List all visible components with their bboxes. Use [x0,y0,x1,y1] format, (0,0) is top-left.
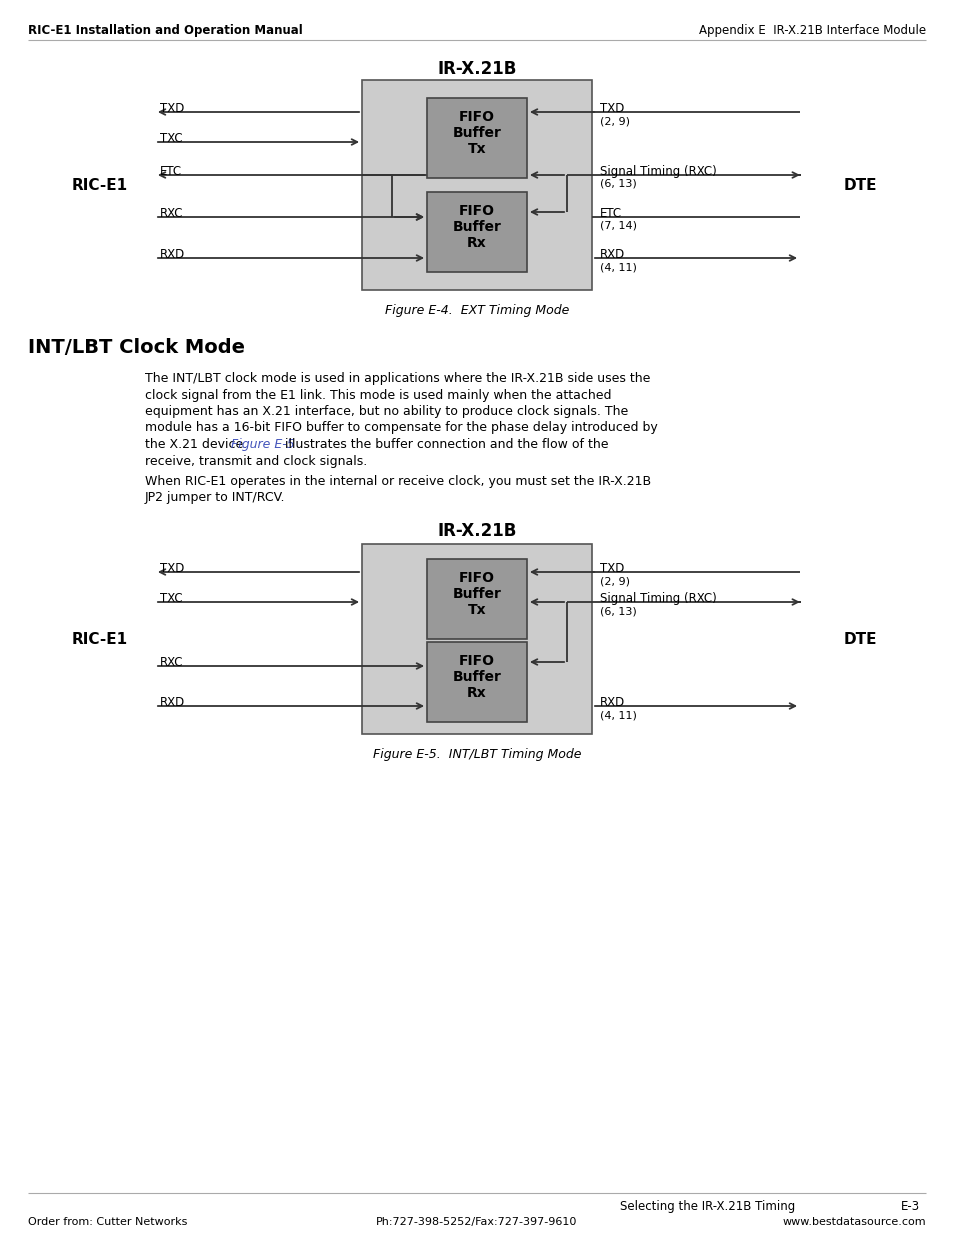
Text: TXD: TXD [599,562,623,576]
Text: TXC: TXC [160,132,182,144]
Text: ETC: ETC [160,165,182,178]
Text: Appendix E  IR-X.21B Interface Module: Appendix E IR-X.21B Interface Module [699,23,925,37]
Text: FIFO: FIFO [458,110,495,124]
Text: RIC-E1 Installation and Operation Manual: RIC-E1 Installation and Operation Manual [28,23,302,37]
Text: Ph:727-398-5252/Fax:727-397-9610: Ph:727-398-5252/Fax:727-397-9610 [375,1216,578,1228]
Text: Rx: Rx [467,685,486,700]
Bar [427,98,526,178]
Text: IR-X.21B: IR-X.21B [436,522,517,540]
Text: Figure E-5: Figure E-5 [231,438,294,451]
Bar [427,191,526,272]
Text: RXD: RXD [599,697,624,709]
Text: Order from: Cutter Networks: Order from: Cutter Networks [28,1216,187,1228]
Text: FIFO: FIFO [458,571,495,585]
Text: RXD: RXD [599,248,624,261]
Text: clock signal from the E1 link. This mode is used mainly when the attached: clock signal from the E1 link. This mode… [145,389,611,401]
Text: DTE: DTE [842,631,876,646]
Text: www.bestdatasource.com: www.bestdatasource.com [781,1216,925,1228]
Text: RXC: RXC [160,656,183,669]
Text: RXC: RXC [160,207,183,220]
Text: Buffer: Buffer [452,587,501,601]
Text: Signal Timing (RXC): Signal Timing (RXC) [599,592,716,605]
Text: Figure E-4.  EXT Timing Mode: Figure E-4. EXT Timing Mode [384,304,569,317]
Text: (4, 11): (4, 11) [599,262,637,272]
Text: The INT/LBT clock mode is used in applications where the IR-X.21B side uses the: The INT/LBT clock mode is used in applic… [145,372,650,385]
Text: Rx: Rx [467,236,486,249]
Text: (2, 9): (2, 9) [599,116,629,126]
Text: receive, transmit and clock signals.: receive, transmit and clock signals. [145,454,367,468]
Bar [427,642,526,722]
Bar [361,80,592,290]
Text: Signal Timing (RXC): Signal Timing (RXC) [599,165,716,178]
Text: the X.21 device.: the X.21 device. [145,438,251,451]
Text: E-3: E-3 [900,1200,919,1213]
Text: (4, 11): (4, 11) [599,710,637,720]
Text: RIC-E1: RIC-E1 [71,631,128,646]
Text: RXD: RXD [160,248,185,261]
Text: INT/LBT Clock Mode: INT/LBT Clock Mode [28,338,245,357]
Bar [427,559,526,638]
Text: equipment has an X.21 interface, but no ability to produce clock signals. The: equipment has an X.21 interface, but no … [145,405,628,417]
Text: Buffer: Buffer [452,220,501,233]
Text: RXD: RXD [160,697,185,709]
Text: IR-X.21B: IR-X.21B [436,61,517,78]
Text: FIFO: FIFO [458,204,495,219]
Bar [361,543,592,734]
Text: Buffer: Buffer [452,126,501,140]
Text: FIFO: FIFO [458,655,495,668]
Text: ETC: ETC [599,207,621,220]
Text: TXD: TXD [599,103,623,115]
Text: When RIC-E1 operates in the internal or receive clock, you must set the IR-X.21B: When RIC-E1 operates in the internal or … [145,475,651,488]
Text: JP2 jumper to INT/RCV.: JP2 jumper to INT/RCV. [145,492,285,505]
Text: Figure E-5.  INT/LBT Timing Mode: Figure E-5. INT/LBT Timing Mode [373,748,580,761]
Text: (2, 9): (2, 9) [599,576,629,585]
Text: TXD: TXD [160,103,184,115]
Text: illustrates the buffer connection and the flow of the: illustrates the buffer connection and th… [281,438,608,451]
Text: (6, 13): (6, 13) [599,606,636,616]
Text: module has a 16-bit FIFO buffer to compensate for the phase delay introduced by: module has a 16-bit FIFO buffer to compe… [145,421,657,435]
Text: Buffer: Buffer [452,671,501,684]
Text: (6, 13): (6, 13) [599,179,636,189]
Text: TXD: TXD [160,562,184,576]
Text: RIC-E1: RIC-E1 [71,178,128,193]
Text: Tx: Tx [467,603,486,618]
Text: TXC: TXC [160,592,182,605]
Text: (7, 14): (7, 14) [599,221,637,231]
Text: DTE: DTE [842,178,876,193]
Text: Selecting the IR-X.21B Timing: Selecting the IR-X.21B Timing [619,1200,795,1213]
Text: Tx: Tx [467,142,486,156]
